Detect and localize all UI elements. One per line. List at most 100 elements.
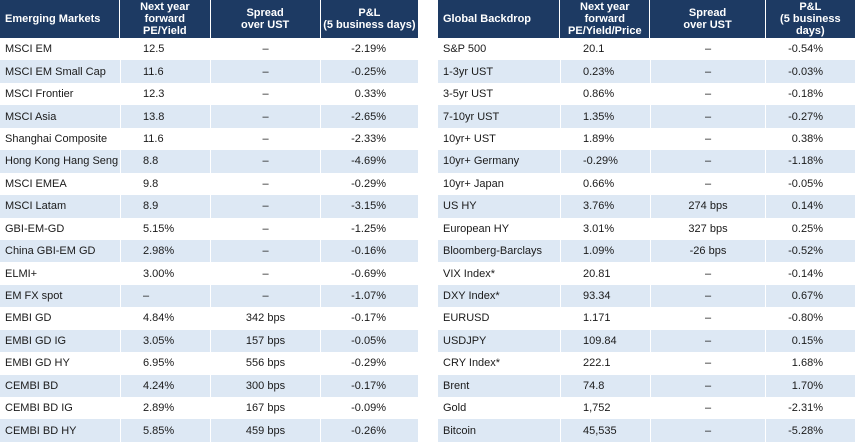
table-row: ELMI+ 3.00% – -0.69% xyxy=(0,262,418,285)
table-cell: 0.33% xyxy=(320,82,418,106)
table-cell: Hong Kong Hang Seng xyxy=(5,155,119,168)
table-cell: 1-3yr UST xyxy=(443,65,494,78)
table-row: DXY Index* 93.34–0.67% xyxy=(438,284,855,308)
table-cell: – xyxy=(210,105,320,128)
table-cell: -4.69% xyxy=(320,150,418,173)
table-cell: – xyxy=(210,239,320,263)
table-cell: – xyxy=(650,374,765,397)
table-cell: 0.38% xyxy=(765,127,855,151)
table-cell: -0.14% xyxy=(765,262,855,285)
table-cell: – xyxy=(650,307,765,330)
header-text: P&L xyxy=(799,1,822,13)
table-cell: 0.86% xyxy=(560,82,650,106)
header-text: Global Backdrop xyxy=(443,13,532,25)
table-cell: -2.65% xyxy=(320,105,418,128)
table-cell: 0.66% xyxy=(560,172,650,196)
data-table: Global Backdrop Next year forward PE/Yield… xyxy=(438,0,855,442)
table-row: GBI-EM-GD 5.15% – -1.25% xyxy=(0,217,418,240)
table-row: CRY Index* 222.1–1.68% xyxy=(438,352,855,375)
header-text: PE/Yield/Price xyxy=(568,25,642,37)
table-row: US HY 3.76% 274 bps 0.14% xyxy=(438,195,855,218)
table-cell: 1,752 xyxy=(560,397,650,420)
table-cell: 8.8 xyxy=(120,150,210,173)
table-row: European HY 3.01% 327 bps 0.25% xyxy=(438,217,855,240)
table-cell: – xyxy=(650,82,765,106)
table-cell: -0.29% xyxy=(560,150,650,173)
table-cell: 0.15% xyxy=(765,329,855,353)
table-cell: Gold xyxy=(443,402,467,415)
table-cell: -0.80% xyxy=(765,307,855,330)
table-cell: 459 bps xyxy=(210,419,320,442)
table-cell: S&P 500 xyxy=(443,43,487,56)
table-cell: 74.8 xyxy=(560,374,650,397)
table-cell: -1.18% xyxy=(765,150,855,173)
table-cell: EM FX spot xyxy=(5,290,63,303)
table-cell: CEMBI BD HY xyxy=(5,424,77,437)
table-cell: 3.05% xyxy=(120,329,210,353)
header-cell: Emerging Markets xyxy=(0,0,119,38)
table-cell: -0.25% xyxy=(320,60,418,83)
header-text: PE/Yield xyxy=(143,25,187,37)
table-cell: 1.09% xyxy=(560,239,650,263)
table-cell: 2.89% xyxy=(120,397,210,420)
table-cell: – xyxy=(210,38,320,61)
table-cell: -0.03% xyxy=(765,60,855,83)
table-cell: MSCI EMEA xyxy=(5,177,67,190)
table-cell: – xyxy=(650,329,765,353)
header-text: Spread xyxy=(688,7,727,19)
header-text: Next year forward xyxy=(580,1,630,25)
table-cell: 10yr+ Japan xyxy=(443,177,504,190)
table-cell: 11.6 xyxy=(120,127,210,151)
table-cell: 4.84% xyxy=(120,307,210,330)
table-cell: -0.05% xyxy=(320,329,418,353)
table-cell: 3.76% xyxy=(560,195,650,218)
table-row: 10yr+ Germany -0.29% – -1.18% xyxy=(438,150,855,173)
table-cell: -0.29% xyxy=(320,352,418,375)
table-row: EMBI GD IG 3.05% 157 bps -0.05% xyxy=(0,329,418,353)
table-row: Gold 1,752– -2.31% xyxy=(438,397,855,420)
header-cell: P&L (5 business days) xyxy=(764,0,855,38)
table-cell: GBI-EM-GD xyxy=(5,222,65,235)
data-table: Emerging Markets Next year forward PE/Yiel… xyxy=(0,0,418,442)
table-row: MSCI EM 12.5– -2.19% xyxy=(0,38,418,61)
table-cell: MSCI Asia xyxy=(5,110,57,123)
table-row: 3-5yr UST 0.86% – -0.18% xyxy=(438,82,855,106)
table-cell: 13.8 xyxy=(120,105,210,128)
table-cell: -0.54% xyxy=(765,38,855,61)
table-cell: – xyxy=(210,195,320,218)
header-text: over UST xyxy=(240,19,290,31)
table-cell: 274 bps xyxy=(650,195,765,218)
table-cell: 1.35% xyxy=(560,105,650,128)
table-cell: -1.25% xyxy=(320,217,418,240)
table-cell: – xyxy=(650,172,765,196)
table-cell: – xyxy=(650,60,765,83)
table-cell: -0.18% xyxy=(765,82,855,106)
table-cell: US HY xyxy=(443,200,477,213)
table-row: VIX Index* 20.81– -0.14% xyxy=(438,262,855,285)
table-cell: 20.1 xyxy=(560,38,650,61)
table-row: 10yr+ Japan 0.66% – -0.05% xyxy=(438,172,855,196)
table-cell: -5.28% xyxy=(765,419,855,442)
header-cell: Spread over UST xyxy=(649,0,764,38)
table-row: MSCI Frontier 12.3–0.33% xyxy=(0,82,418,106)
table-cell: 4.24% xyxy=(120,374,210,397)
table-cell: 10yr+ UST xyxy=(443,132,496,145)
table-row: 1-3yr UST 0.23% – -0.03% xyxy=(438,60,855,83)
table-row: MSCI Latam 8.9– -3.15% xyxy=(0,195,418,218)
table-cell: – xyxy=(650,127,765,151)
table-cell: CEMBI BD xyxy=(5,379,59,392)
table-row: Bitcoin 45,535– -5.28% xyxy=(438,419,855,442)
table-row: USDJPY 109.84–0.15% xyxy=(438,329,855,353)
table-cell: 300 bps xyxy=(210,374,320,397)
table-cell: 5.85% xyxy=(120,419,210,442)
table-cell: 7-10yr UST xyxy=(443,110,500,123)
header-text: P&L xyxy=(358,7,381,19)
header-cell: Spread over UST xyxy=(209,0,320,38)
header-row: Emerging Markets Next year forward PE/Yiel… xyxy=(0,0,418,38)
table-row: China GBI-EM GD 2.98% – -0.16% xyxy=(0,239,418,263)
table-cell: 93.34 xyxy=(560,284,650,308)
table-cell: – xyxy=(650,419,765,442)
table-cell: MSCI EM Small Cap xyxy=(5,65,106,78)
table-row: Shanghai Composite 11.6– -2.33% xyxy=(0,127,418,151)
table-cell: 8.9 xyxy=(120,195,210,218)
